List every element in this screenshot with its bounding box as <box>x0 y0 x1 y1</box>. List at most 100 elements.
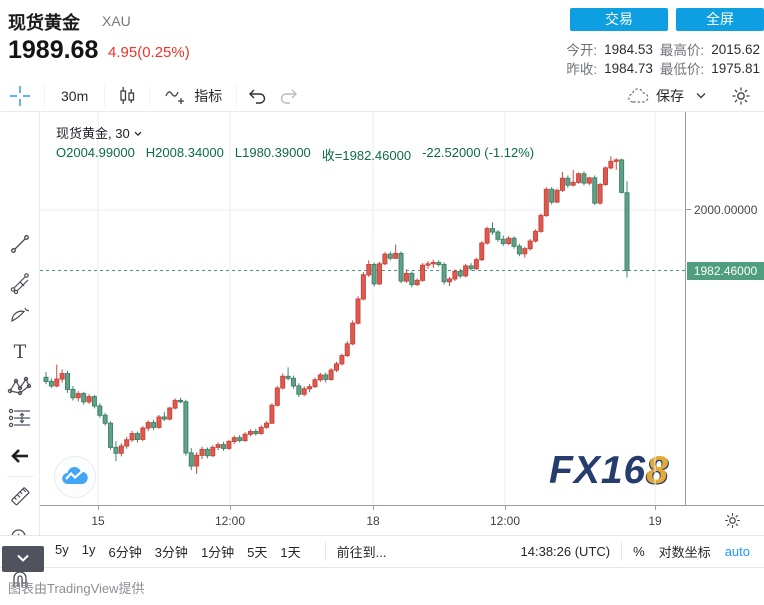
gear-icon <box>723 513 742 534</box>
redo-button[interactable] <box>273 83 305 109</box>
save-label: 保存 <box>656 87 684 104</box>
undo-icon <box>246 86 268 106</box>
trade-button[interactable]: 交易 <box>570 8 668 31</box>
legend-change: -22.52000 (-1.12%) <box>422 145 535 160</box>
symbol-logo <box>54 456 96 498</box>
log-scale-toggle[interactable]: 对数坐标 <box>658 545 711 560</box>
time-axis-label: 19 <box>648 514 662 528</box>
watermark-dark: FX16 <box>549 449 647 492</box>
position-tool[interactable] <box>6 406 34 434</box>
time-axis-tick <box>230 506 231 510</box>
range-button-6分钟[interactable]: 6分钟 <box>108 545 142 560</box>
crosshair-tool[interactable] <box>0 83 40 109</box>
pattern-tool[interactable] <box>6 374 34 402</box>
time-axis-tick <box>655 506 656 510</box>
symbol-name: 现货黄金 <box>8 13 80 33</box>
chart-toolbar: 30m 指标 保存 <box>0 80 764 112</box>
measure-tool[interactable] <box>6 484 34 512</box>
save-menu-button[interactable] <box>689 83 713 109</box>
text-tool-icon: T <box>13 341 27 363</box>
time-axis-tick <box>505 506 506 510</box>
legend-low: L1980.39000 <box>234 145 311 160</box>
symbol-code: XAU <box>102 13 131 29</box>
time-axis[interactable]: 15 12:00 18 12:00 19 <box>40 505 764 535</box>
fullscreen-button[interactable]: 全屏 <box>676 8 764 31</box>
pitchfork-tool[interactable] <box>6 270 34 298</box>
bottombar-divider <box>324 542 326 561</box>
prev-close-label: 昨收: <box>566 62 598 77</box>
chart-settings-button[interactable] <box>718 83 764 109</box>
prev-close-value: 1984.73 <box>604 60 653 76</box>
undo-button[interactable] <box>241 83 273 109</box>
text-tool[interactable]: T <box>6 338 34 366</box>
range-button-1天[interactable]: 1天 <box>280 545 301 560</box>
toolbar-divider <box>236 85 238 106</box>
tradingview-attribution: 图表由TradingView提供 <box>8 581 145 596</box>
back-arrow-icon <box>8 445 32 472</box>
goto-date-button[interactable]: 前往到... <box>336 545 387 560</box>
last-price-badge: 1982.46000 <box>687 262 764 280</box>
chart-legend: 现货黄金, 30 O2004.99000 H2008.34000 L1980.3… <box>56 123 534 164</box>
price-axis[interactable]: 2000.00000 1982.46000 <box>685 112 764 535</box>
open-value: 1984.53 <box>604 41 653 57</box>
gear-icon <box>730 85 752 107</box>
candlestick-chart[interactable] <box>40 112 685 505</box>
open-label: 今开: <box>566 43 598 58</box>
range-button-5天[interactable]: 5天 <box>247 545 268 560</box>
range-button-5y[interactable]: 5y <box>55 542 69 557</box>
time-axis-tick <box>98 506 99 510</box>
brush-tool[interactable] <box>6 302 34 330</box>
quote-row-1: 今开: 1984.53 最高价: 2015.62 <box>566 39 760 59</box>
stay-in-drawing-mode-tool[interactable] <box>6 600 34 605</box>
legend-open: O2004.99000 <box>56 145 135 160</box>
legend-ohlc: O2004.99000 H2008.34000 L1980.39000 收=19… <box>56 145 534 164</box>
xabcd-pattern-icon <box>7 374 33 403</box>
time-axis-tick <box>373 506 374 510</box>
time-axis-settings-button[interactable] <box>723 511 742 535</box>
fx168-watermark: FX168 <box>549 449 669 493</box>
hide-drawings-button[interactable] <box>6 444 34 472</box>
collapse-toolbar-button[interactable] <box>2 546 44 572</box>
save-button[interactable]: 保存 <box>626 83 684 109</box>
quote-row-2: 昨收: 1984.73 最低价: 1975.81 <box>566 58 760 78</box>
chevron-down-icon <box>696 92 706 99</box>
last-price: 1989.68 <box>8 36 99 64</box>
interval-selector[interactable]: 30m <box>61 87 89 104</box>
time-axis-label: 12:00 <box>214 514 246 528</box>
auto-scale-toggle[interactable]: auto <box>724 544 750 559</box>
redo-icon <box>278 86 300 106</box>
legend-title[interactable]: 现货黄金, 30 <box>56 123 534 142</box>
range-button-1y[interactable]: 1y <box>81 542 96 557</box>
range-button-3分钟[interactable]: 3分钟 <box>154 545 188 560</box>
high-value: 2015.62 <box>711 41 760 57</box>
percent-scale-toggle[interactable]: % <box>633 544 645 559</box>
bottom-toolbar: 5y 1y 6分钟 3分钟 1分钟 5天 1天 前往到... 14:38:26 (UTC) … <box>0 535 764 568</box>
chevron-down-icon <box>134 125 142 140</box>
cloud-icon <box>626 86 650 106</box>
price-axis-tick <box>686 209 691 210</box>
indicators-button[interactable]: 指标 <box>154 83 232 109</box>
low-label: 最低价: <box>659 62 705 77</box>
crosshair-icon <box>8 84 32 108</box>
drawing-toolbar: T <box>0 112 40 587</box>
range-button-1分钟[interactable]: 1分钟 <box>200 545 235 560</box>
price-gridline-label: 2000.00000 <box>694 203 758 217</box>
long-position-icon <box>7 405 33 436</box>
trend-line-icon <box>8 232 32 261</box>
toolbar-divider <box>149 85 151 106</box>
blue-cloud-logo-icon <box>62 467 88 485</box>
indicator-icon <box>164 85 188 107</box>
legend-high: H2008.34000 <box>145 145 224 160</box>
legend-close: 收=1982.46000 <box>321 148 412 163</box>
low-value: 1975.81 <box>711 60 760 76</box>
toolbar-divider <box>104 85 106 106</box>
brush-icon <box>8 302 32 331</box>
chart-style-selector[interactable] <box>109 83 145 109</box>
watermark-gold: 8 <box>646 449 669 492</box>
toolbar-divider <box>44 85 45 106</box>
time-axis-label: 12:00 <box>489 514 521 528</box>
pencil-lock-icon <box>7 599 33 605</box>
pitchfork-icon <box>8 270 32 299</box>
trend-line-tool[interactable] <box>6 232 34 260</box>
clock-utc[interactable]: 14:38:26 (UTC) <box>520 544 611 559</box>
